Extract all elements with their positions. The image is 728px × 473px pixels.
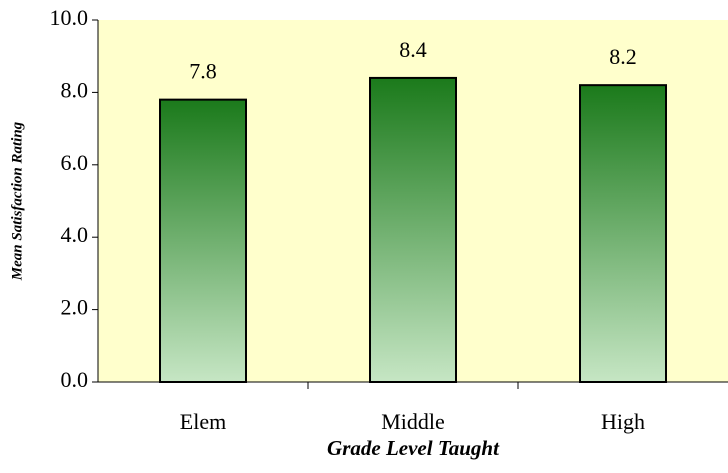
- x-tick-label: Elem: [180, 409, 226, 434]
- y-tick-label: 0.0: [61, 367, 89, 392]
- value-label: 7.8: [189, 59, 217, 84]
- y-tick-label: 2.0: [61, 295, 89, 320]
- x-tick-label: High: [601, 409, 645, 434]
- value-label: 8.2: [609, 44, 637, 69]
- value-label: 8.4: [399, 37, 427, 62]
- y-tick-label: 6.0: [61, 150, 89, 175]
- x-axis-title: Grade Level Taught: [327, 436, 500, 460]
- y-tick-label: 8.0: [61, 77, 89, 102]
- y-axis-title: Mean Satisfaction Rating: [9, 121, 25, 281]
- bar: [579, 84, 667, 383]
- bar: [369, 76, 457, 383]
- y-tick-label: 4.0: [61, 222, 89, 247]
- x-tick-label: Middle: [381, 409, 445, 434]
- y-tick-label: 10.0: [50, 5, 89, 30]
- bar: [159, 98, 247, 383]
